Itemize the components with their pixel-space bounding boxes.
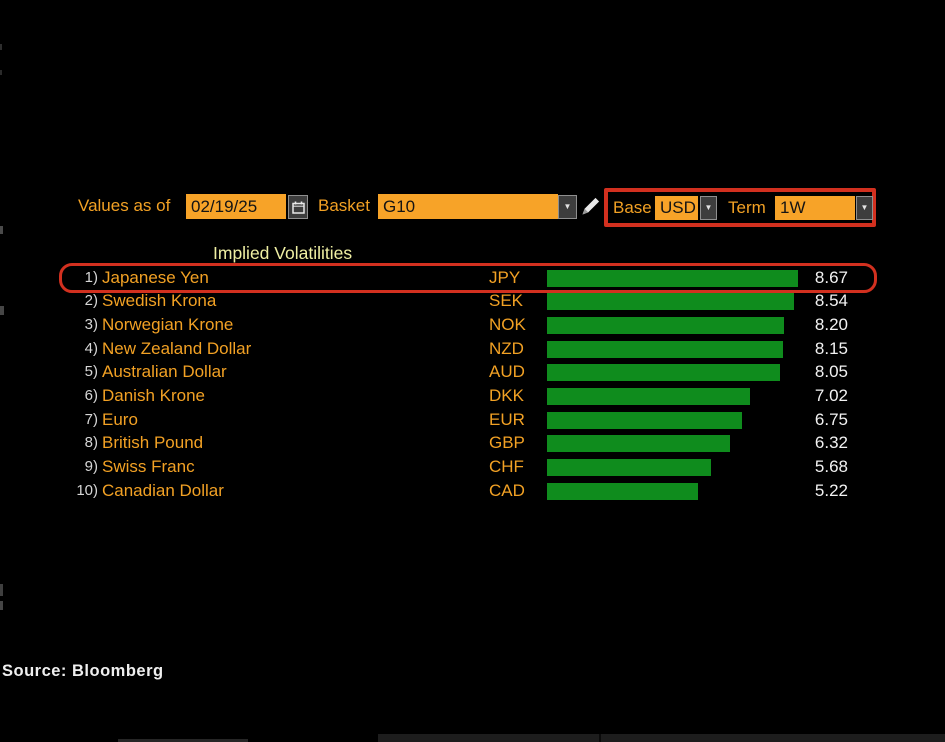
edit-pencil-icon[interactable]: [580, 195, 602, 217]
screen-edge-artifact: [0, 601, 3, 610]
base-dropdown-button[interactable]: ▼: [700, 196, 717, 220]
screen-edge-artifact: [0, 70, 2, 75]
chevron-down-icon: ▼: [704, 203, 713, 212]
currency-row-AUD[interactable]: 5) Australian Dollar AUD 8.05: [0, 361, 945, 385]
volatility-bar: [547, 340, 783, 358]
currency-code: EUR: [489, 409, 525, 429]
screen-edge-artifact: [0, 226, 3, 234]
term-dropdown-button[interactable]: ▼: [856, 196, 873, 220]
basket-dropdown-button[interactable]: ▼: [558, 195, 577, 219]
currency-name: Norwegian Krone: [102, 314, 234, 334]
currency-code: JPY: [489, 267, 521, 287]
currency-name: New Zealand Dollar: [102, 338, 252, 358]
calendar-button[interactable]: [288, 195, 308, 219]
chevron-down-icon: ▼: [563, 202, 572, 211]
currency-row-NOK[interactable]: 3) Norwegian Krone NOK 8.20: [0, 314, 945, 338]
row-rank: 3): [84, 315, 98, 333]
row-rank: 10): [76, 481, 98, 499]
values-as-of-label: Values as of: [78, 196, 171, 215]
volatility-bar: [547, 316, 785, 334]
volatility-value: 6.75: [814, 409, 848, 429]
currency-row-JPY[interactable]: 1) Japanese Yen JPY 8.67: [0, 267, 945, 291]
volatility-value: 7.02: [814, 386, 848, 405]
bottom-edge-strip: [378, 734, 945, 742]
source-credit: Source: Bloomberg: [2, 662, 164, 680]
bottom-edge-strip: [118, 739, 248, 742]
row-rank: 2): [84, 292, 98, 310]
currency-name: Danish Krone: [102, 386, 206, 405]
volatility-bar: [547, 388, 751, 405]
currency-name: British Pound: [102, 433, 204, 453]
volatility-value: 8.54: [814, 291, 848, 311]
chart-title: Implied Volatilities: [213, 243, 353, 263]
volatility-value: 6.32: [814, 433, 848, 453]
volatility-bar: [547, 435, 730, 453]
volatility-bar: [547, 364, 781, 382]
currency-code: NZD: [489, 338, 524, 358]
currency-row-SEK[interactable]: 2) Swedish Krona SEK 8.54: [0, 290, 945, 314]
currency-name: Canadian Dollar: [102, 480, 224, 500]
volatility-value: 8.67: [814, 267, 848, 287]
volatility-bar: [547, 459, 712, 477]
currency-code: GBP: [489, 433, 525, 453]
currency-row-DKK[interactable]: 6) Danish Krone DKK 7.02: [0, 385, 945, 409]
chevron-down-icon: ▼: [860, 203, 869, 212]
currency-name: Australian Dollar: [102, 362, 227, 382]
currency-name: Euro: [102, 409, 138, 429]
currency-code: CHF: [489, 457, 524, 477]
base-label: Base: [613, 198, 652, 217]
currency-row-NZD[interactable]: 4) New Zealand Dollar NZD 8.15: [0, 338, 945, 362]
currency-row-CAD[interactable]: 10) Canadian Dollar CAD 5.22: [0, 480, 945, 504]
currency-code: DKK: [489, 386, 524, 405]
currency-code: SEK: [489, 291, 524, 311]
volatility-bar: [547, 411, 743, 429]
basket-label: Basket: [318, 196, 370, 215]
bottom-edge-strip-seam: [599, 734, 601, 742]
currency-name: Swedish Krona: [102, 291, 217, 311]
currency-row-GBP[interactable]: 8) British Pound GBP 6.32: [0, 432, 945, 456]
term-label: Term: [728, 198, 766, 217]
row-rank: 7): [84, 410, 98, 428]
volatility-value: 5.22: [814, 480, 848, 500]
volatility-value: 8.05: [814, 362, 848, 382]
currency-row-CHF[interactable]: 9) Swiss Franc CHF 5.68: [0, 456, 945, 480]
calendar-icon: [291, 201, 305, 214]
currency-name: Japanese Yen: [102, 267, 209, 287]
currency-code: NOK: [489, 314, 526, 334]
term-select[interactable]: 1W: [775, 196, 855, 220]
row-rank: 8): [84, 434, 98, 452]
volatility-value: 8.20: [814, 314, 848, 334]
volatility-value: 5.68: [814, 457, 848, 477]
volatility-bar: [547, 269, 798, 287]
currency-name: Swiss Franc: [102, 457, 195, 477]
base-select[interactable]: USD: [655, 196, 698, 220]
date-input[interactable]: 02/19/25: [186, 194, 286, 219]
row-rank: 4): [84, 339, 98, 357]
currency-code: CAD: [489, 480, 525, 500]
screen-edge-artifact: [0, 44, 2, 50]
screen-edge-artifact: [0, 584, 3, 596]
volatility-bar: [547, 482, 699, 500]
row-rank: 1): [84, 268, 98, 286]
currency-code: AUD: [489, 362, 525, 382]
volatility-bar: [547, 293, 795, 311]
row-rank: 9): [84, 458, 98, 476]
volatility-value: 8.15: [814, 338, 848, 358]
basket-select[interactable]: G10: [378, 194, 558, 219]
screen-edge-artifact: [0, 306, 4, 315]
row-rank: 6): [84, 387, 98, 404]
currency-row-EUR[interactable]: 7) Euro EUR 6.75: [0, 409, 945, 433]
row-rank: 5): [84, 363, 98, 381]
